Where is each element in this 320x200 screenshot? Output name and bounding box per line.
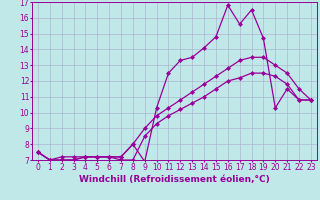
X-axis label: Windchill (Refroidissement éolien,°C): Windchill (Refroidissement éolien,°C) — [79, 175, 270, 184]
